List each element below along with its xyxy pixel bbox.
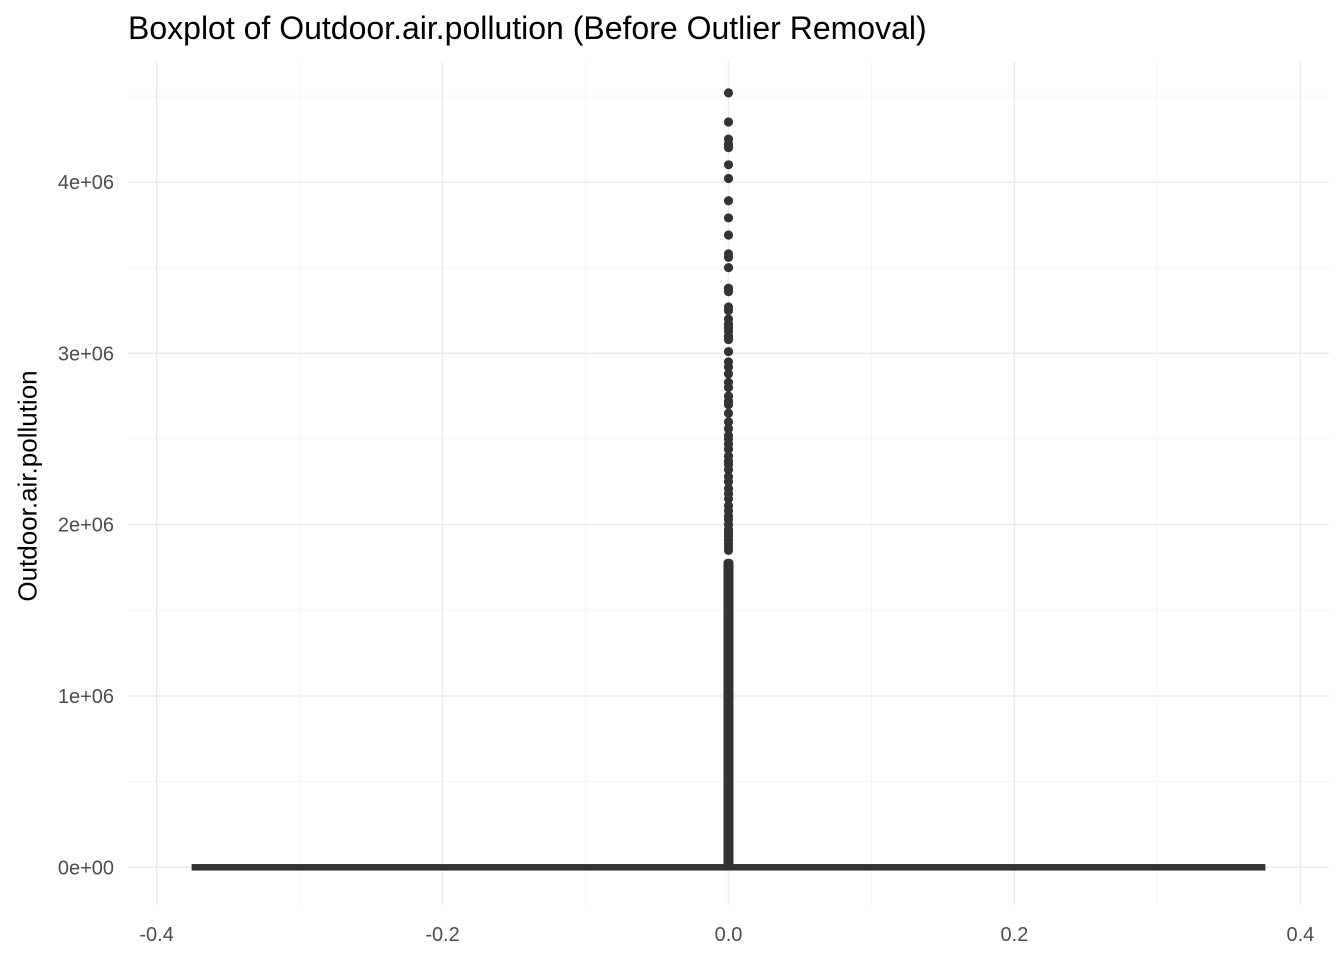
outlier-point <box>723 444 734 454</box>
outlier-point <box>723 117 734 127</box>
x-tick-label: 0.4 <box>1286 924 1314 946</box>
outlier-point <box>723 465 734 475</box>
outlier-point <box>723 408 734 418</box>
outlier-point <box>723 173 734 184</box>
outlier-point <box>723 400 734 410</box>
outlier-point <box>723 362 734 372</box>
y-tick-label: 4e+06 <box>58 172 114 194</box>
x-tick-label: 0.0 <box>715 924 743 946</box>
outlier-point <box>723 382 734 393</box>
outlier-point <box>723 263 734 273</box>
outlier-point <box>723 346 734 357</box>
outlier-point <box>723 196 734 206</box>
y-tick-label: 1e+06 <box>58 686 114 708</box>
x-tick-label: 0.2 <box>1001 924 1029 946</box>
outlier-point <box>723 286 734 297</box>
x-axis-ticks: -0.4 -0.2 0.0 0.2 0.4 <box>139 924 1314 946</box>
y-tick-label: 3e+06 <box>58 343 114 365</box>
y-tick-label: 0e+00 <box>58 857 114 879</box>
outlier-point <box>723 494 734 504</box>
x-tick-label: -0.4 <box>139 924 173 946</box>
outlier-point <box>723 230 734 240</box>
dense-outlier-band <box>723 558 734 868</box>
outlier-points <box>723 88 734 868</box>
y-axis-ticks: 0e+00 1e+06 2e+06 3e+06 4e+06 <box>58 172 114 879</box>
outlier-point <box>723 160 734 170</box>
outlier-point <box>723 143 734 153</box>
y-tick-label: 2e+06 <box>58 515 114 537</box>
outlier-point <box>723 369 734 379</box>
chart-title: Boxplot of Outdoor.air.pollution (Before… <box>128 10 927 46</box>
outlier-point <box>723 252 734 262</box>
outlier-point <box>723 334 734 345</box>
outlier-point <box>723 545 734 555</box>
outlier-point <box>723 213 734 223</box>
outlier-point <box>723 417 734 427</box>
outlier-point <box>723 305 734 316</box>
outlier-point <box>723 88 734 98</box>
outlier-point <box>723 477 734 487</box>
outlier-point <box>723 424 734 434</box>
x-tick-label: -0.2 <box>425 924 459 946</box>
